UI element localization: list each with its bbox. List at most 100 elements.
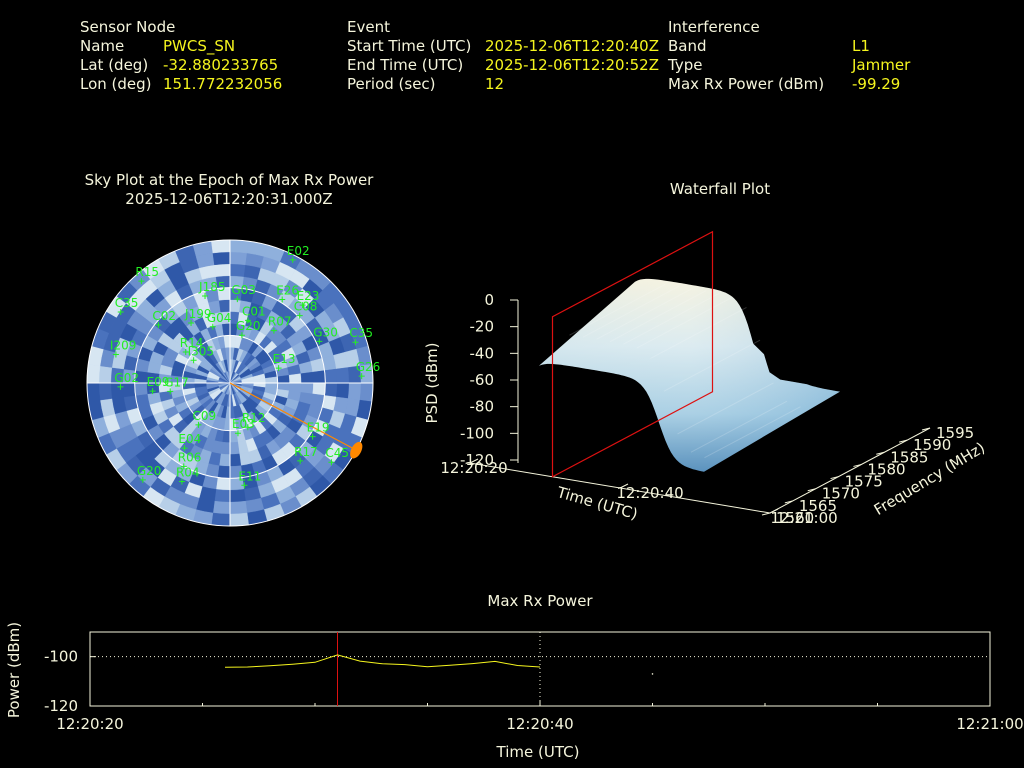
sky-plot-tile (134, 382, 148, 396)
satellite-label: G20 (236, 319, 261, 333)
satellite-label: C02 (152, 309, 176, 323)
sky-plot-tile (229, 512, 249, 527)
satellite-e19: E19 (307, 421, 329, 440)
sky-plot-tile (218, 453, 231, 467)
satellite-e11: E11 (238, 469, 261, 489)
satellite-plus-icon (234, 296, 241, 303)
sky-plot-tile (86, 364, 101, 384)
sky-plot-tile (312, 382, 326, 396)
waterfall-x-tick-label: 12:20:20 (440, 459, 507, 477)
satellite-plus-icon (238, 332, 245, 339)
satellite-plus-icon (244, 317, 251, 324)
waterfall-y-tick-label: 1585 (890, 448, 928, 466)
waterfall-streak (677, 382, 774, 435)
satellite-r12: R12 (242, 411, 265, 431)
period-label: Period (sec) (347, 75, 436, 93)
satellite-label: E03 (232, 417, 255, 431)
waterfall-streak (569, 283, 666, 336)
end-time-value: 2025-12-06T12:20:52Z (485, 56, 659, 74)
power-y-tick-label: -100 (44, 648, 78, 666)
satellite-g04: G04 (207, 311, 231, 330)
type-value: Jammer (852, 56, 911, 74)
satellite-plus-icon (299, 302, 306, 309)
sky-plot-tile (312, 370, 326, 384)
waterfall-z-tick-label: -80 (470, 398, 495, 416)
satellite-c09: C09 (192, 409, 216, 428)
satellite-label: G30 (313, 325, 338, 339)
satellite-label: C45 (325, 446, 349, 460)
sky-plot-tile (229, 500, 248, 515)
waterfall-streak (623, 292, 720, 345)
satellite-e26: E26 (276, 283, 299, 303)
satellite-plus-icon (202, 292, 209, 299)
waterfall-y-tick (853, 463, 862, 467)
sky-plot-tile (98, 365, 113, 384)
max-rx-power-label: Max Rx Power (dBm) (668, 75, 825, 93)
satellite-label: E26 (276, 283, 299, 297)
satellite-i209: I209 (110, 339, 136, 358)
sky-plot-tile (110, 382, 124, 399)
satellite-plus-icon (188, 320, 195, 327)
satellite-plus-icon (181, 445, 188, 452)
sky-plot-tile (211, 239, 231, 254)
satellite-plus-icon (234, 430, 241, 437)
waterfall-y-tick (761, 512, 771, 516)
satellite-r06: R06 (178, 450, 201, 470)
satellite-label: G26 (356, 360, 381, 374)
waterfall-x-tick (469, 458, 479, 464)
satellite-r04: R04 (176, 466, 200, 485)
satellite-plus-icon (328, 459, 335, 466)
satellite-g03: G03 (231, 283, 256, 303)
name-label: Name (80, 37, 125, 55)
interference-heading: Interference (668, 18, 760, 36)
satellite-label: J185 (198, 280, 225, 294)
end-time-label: End Time (UTC) (347, 56, 464, 74)
waterfall-y-tick-label: 1595 (936, 424, 974, 442)
waterfall-y-tick (921, 427, 931, 431)
satellite-label: R07 (268, 315, 292, 329)
satellite-plus-icon (112, 351, 119, 358)
sky-plot-tile (277, 374, 290, 384)
satellite-label: C08 (294, 300, 318, 314)
satellite-label: C35 (115, 296, 139, 310)
satellite-e04: E04 (178, 432, 201, 452)
sky-plot-tile (212, 500, 231, 515)
sky-plot-tile (86, 382, 101, 402)
sky-plot-tile (347, 382, 362, 401)
waterfall-y-tick-label: 1570 (822, 485, 860, 503)
satellite-plus-icon (241, 482, 248, 489)
satellite-plus-icon (209, 323, 216, 330)
waterfall-z-tick-label: -100 (460, 424, 494, 442)
max-rx-power-grid (90, 632, 990, 706)
satellite-plus-icon (352, 339, 359, 346)
satellite-g26: G26 (356, 360, 381, 380)
waterfall-plot: 0-20-40-60-80-100-12012:20:2012:20:4012:… (423, 230, 988, 527)
waterfall-y-tick-label: 1580 (867, 460, 905, 478)
waterfall-y-tick (899, 439, 908, 443)
sky-plot-tile (229, 430, 239, 443)
satellite-c02: C02 (152, 309, 176, 329)
satellite-plus-icon (182, 349, 189, 356)
waterfall-z-axis-label: PSD (dBm) (423, 342, 441, 423)
satellite-g20: G20 (236, 319, 261, 339)
satellite-label: R15 (135, 265, 159, 279)
max-rx-power-x-axis-label: Time (UTC) (496, 743, 580, 761)
power-x-tick-label: 12:21:00 (956, 715, 1023, 733)
waterfall-z-tick-label: 0 (484, 291, 494, 309)
waterfall-streak (609, 290, 707, 343)
waterfall-y-tick-label: 1575 (845, 473, 883, 491)
name-value: PWCS_SN (163, 37, 236, 55)
waterfall-streak (596, 287, 693, 340)
satellite-plus-icon (117, 383, 124, 390)
sky-plot-tile (324, 368, 338, 384)
max-rx-power-stray-point (651, 673, 654, 675)
sky-plot-tile (229, 299, 242, 313)
satellite-e02: E02 (287, 244, 310, 263)
sky-plot-tile (229, 441, 240, 455)
satellite-c01: C01 (242, 304, 266, 324)
satellite-g17: G17 (164, 375, 189, 395)
satellite-j185: J185 (198, 280, 225, 299)
